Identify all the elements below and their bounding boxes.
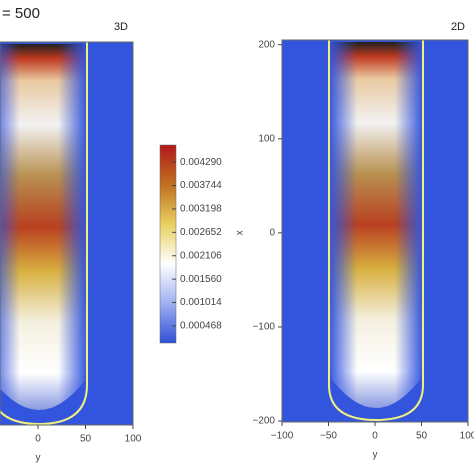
x-tick-label: 0 [372,431,378,442]
colorbar [159,144,177,344]
y-tick-label: 100 [258,133,275,144]
x-tick-label: 100 [460,431,474,442]
right-field [282,40,468,422]
colorbar-label: 0.003744 [180,180,222,191]
colorbar-label: 0.003198 [180,204,222,215]
left-field [0,42,133,425]
colorbar-label: 0.001014 [180,297,222,308]
panel-title: 2D [451,21,465,33]
y-tick-label: 0 [269,228,275,239]
x-tick-label: −100 [271,431,294,442]
colorbar-label: 0.000468 [180,321,222,332]
colorbar-label: 0.002106 [180,250,222,261]
y-tick-label: 200 [258,39,275,50]
x-axis-label: y [36,453,41,464]
y-tick-label: −200 [252,416,275,427]
colorbar-label: 0.002652 [180,227,222,238]
x-tick-label: 0 [35,434,41,445]
x-tick-label: −50 [320,431,337,442]
y-tick-label: −100 [252,322,275,333]
x-tick-label: 50 [416,431,428,442]
y-axis-label: x [235,230,246,235]
x-axis-label: y [373,450,378,461]
x-tick-label: 50 [80,434,92,445]
panel-title: 3D [114,21,128,33]
caption: = 500 [2,5,40,22]
colorbar-label: 0.001560 [180,274,222,285]
left-frame [0,41,134,426]
x-tick-label: 100 [125,434,142,445]
colorbar-label: 0.004290 [180,157,222,168]
